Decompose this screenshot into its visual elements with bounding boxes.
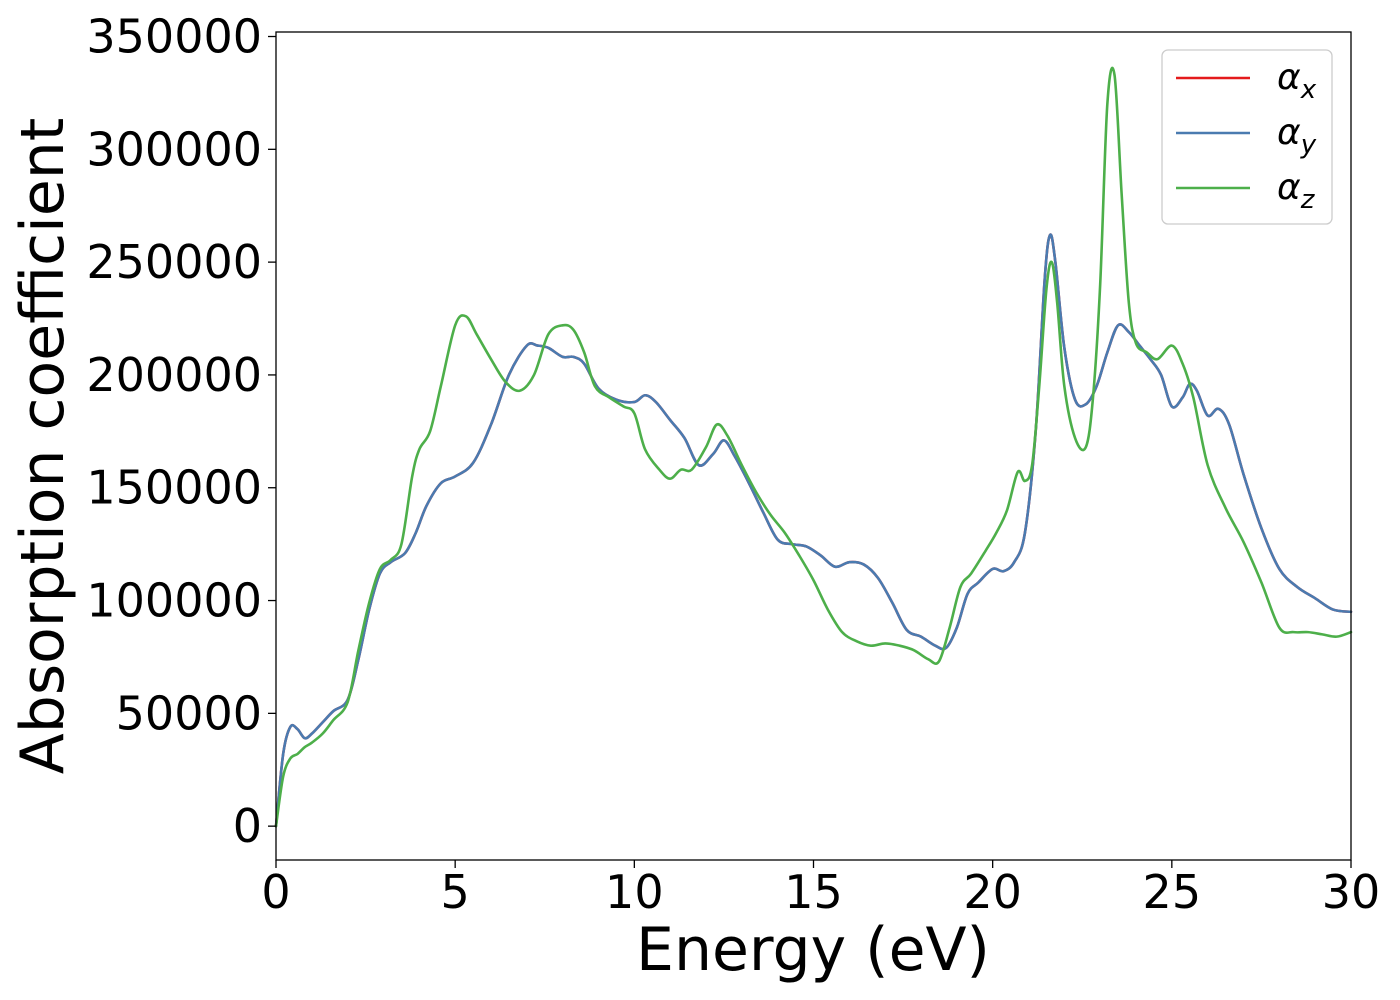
series-line-z bbox=[274, 66, 1353, 828]
series-line-x bbox=[274, 233, 1353, 828]
y-tick-label: 0 bbox=[233, 799, 262, 853]
x-tick-label: 5 bbox=[441, 865, 470, 919]
x-tick-label: 0 bbox=[261, 865, 290, 919]
y-axis: 0 50000 100000 150000 200000 250000 300000 3500… bbox=[86, 10, 276, 853]
plot-area bbox=[274, 66, 1353, 828]
y-tick-label: 150000 bbox=[86, 461, 262, 515]
x-axis-title: Energy (eV) bbox=[636, 915, 990, 985]
y-tick-label: 250000 bbox=[86, 235, 262, 289]
x-tick-label: 25 bbox=[1143, 865, 1202, 919]
x-tick-label: 20 bbox=[963, 865, 1022, 919]
x-tick-label: 30 bbox=[1322, 865, 1381, 919]
y-tick-label: 350000 bbox=[86, 10, 262, 64]
series-line-y bbox=[274, 233, 1353, 828]
y-tick-label: 300000 bbox=[86, 122, 262, 176]
y-axis-title: Absorption coefficient bbox=[8, 118, 78, 775]
x-tick-label: 15 bbox=[784, 865, 843, 919]
y-tick-label: 100000 bbox=[86, 574, 262, 628]
y-tick-label: 50000 bbox=[116, 686, 262, 740]
x-axis: 0 5 10 15 20 25 30 bbox=[261, 860, 1380, 919]
x-tick-label: 10 bbox=[605, 865, 664, 919]
legend-box bbox=[1161, 49, 1333, 225]
y-tick-label: 200000 bbox=[86, 348, 262, 402]
